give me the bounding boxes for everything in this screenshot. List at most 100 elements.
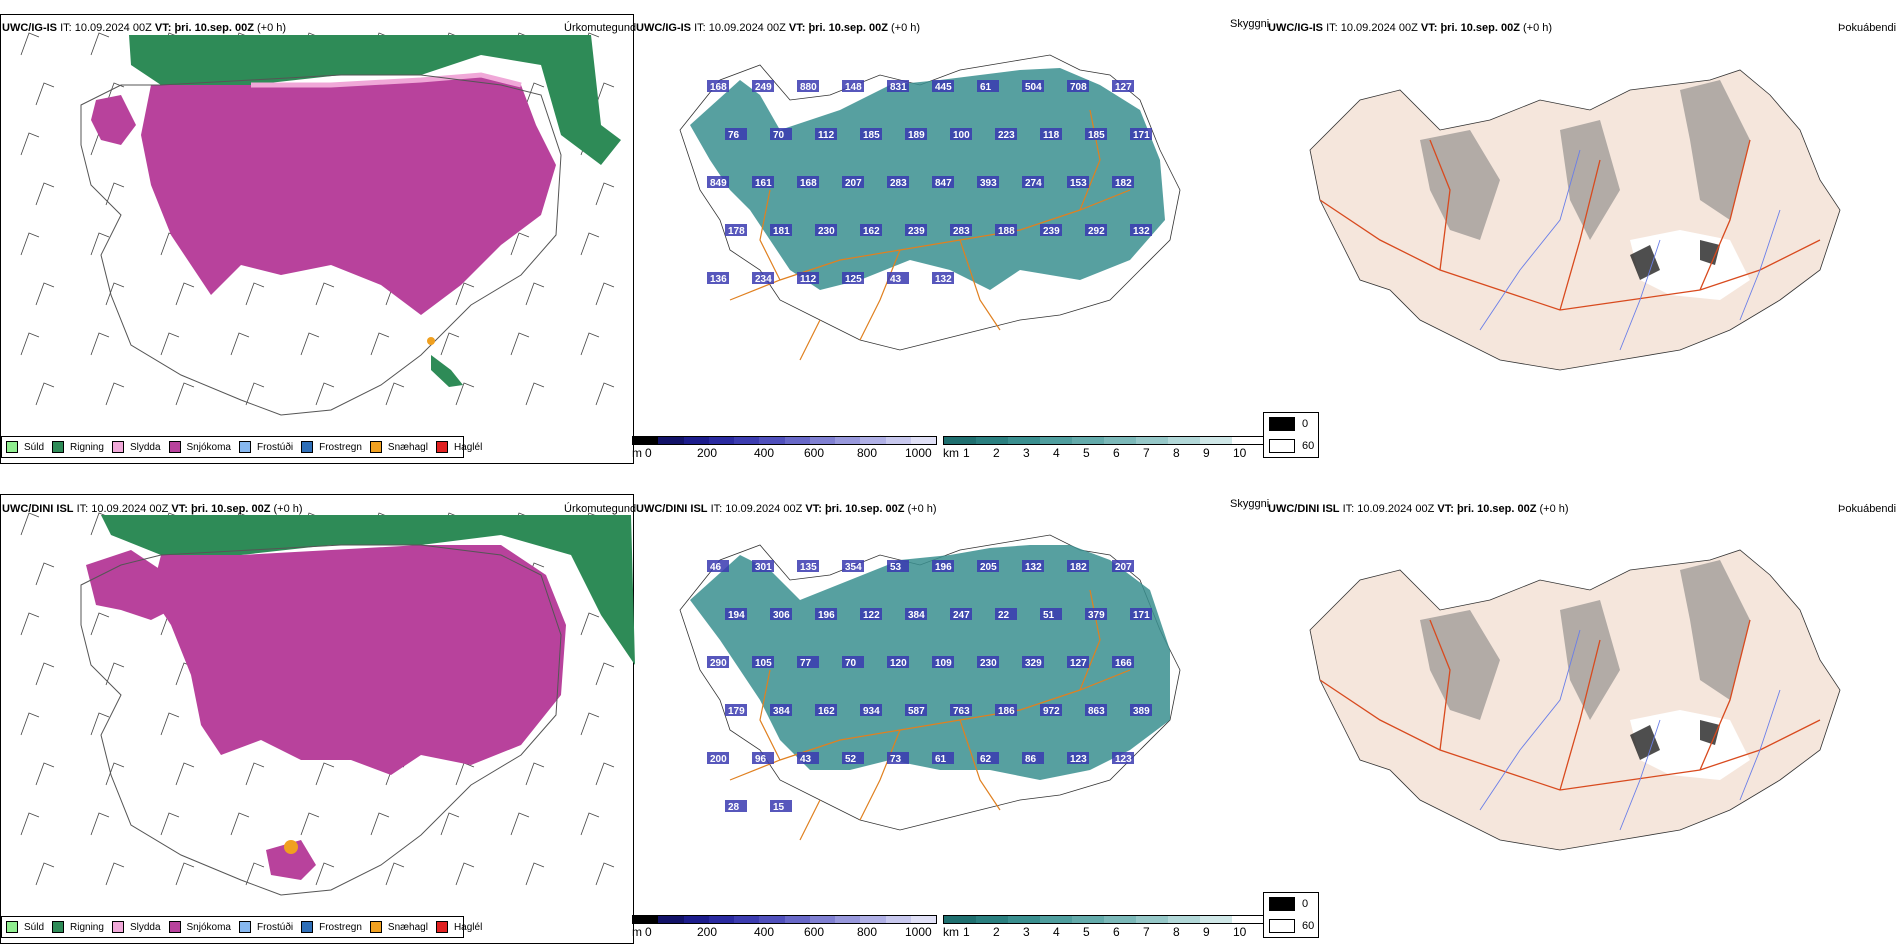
cloud-label-bg	[995, 704, 1017, 716]
fog-gray-2	[1420, 560, 1750, 720]
wind-barb	[595, 182, 615, 206]
cloud-label-bg	[1130, 608, 1152, 620]
fog-rivers-1	[1479, 149, 1781, 351]
cloud-base-label: 73	[890, 754, 902, 765]
legend-item: Frostregn	[301, 921, 362, 933]
cloud-base-label: 234	[755, 274, 772, 285]
precip-title-2: UWC/DINI ISL IT: 10.09.2024 00Z VT: þri.…	[2, 503, 303, 515]
legend-swatch	[238, 921, 251, 933]
cloud-label-bg	[1040, 128, 1062, 140]
snow-area-2c	[266, 840, 316, 880]
legend-item: Snjókoma	[168, 441, 231, 453]
cloud-label-bg	[887, 752, 909, 764]
wind-barb	[440, 332, 460, 356]
cbar-tick: 600	[804, 925, 825, 939]
cloud-base-label: 504	[1025, 82, 1042, 93]
cloud-label-bg	[932, 560, 954, 572]
cloud-label-bg	[725, 704, 747, 716]
cloud-base-label: 207	[1115, 562, 1132, 573]
legend-label: Haglél	[453, 921, 483, 933]
legend-swatch	[111, 921, 124, 933]
wind-barb	[35, 762, 55, 786]
cbar-tick: 7	[1143, 446, 1150, 460]
cloud-label-bg	[1040, 608, 1062, 620]
iceland-outline-1	[80, 74, 562, 416]
cbar-cell	[1232, 916, 1264, 923]
wind-barb	[105, 862, 125, 886]
visibility-strip-1	[943, 436, 1265, 445]
cbar-cell	[1008, 437, 1040, 444]
cloud-label-bg	[1040, 704, 1062, 716]
cloud-label-bg	[752, 560, 774, 572]
cloud-base-label: 274	[1025, 178, 1042, 189]
legend-swatch	[301, 441, 314, 453]
cloud-label-bg	[905, 128, 927, 140]
legend-label: Frostregn	[319, 441, 362, 453]
wind-barb	[20, 332, 40, 356]
wind-barb	[20, 232, 40, 256]
cloud-base-label: 831	[890, 82, 907, 93]
cbar-cell	[658, 916, 684, 923]
wind-barb	[370, 812, 390, 836]
wind-barb	[595, 662, 615, 686]
cbar-tick: 200	[697, 925, 718, 939]
cloud-label-bg	[1022, 560, 1044, 572]
cloud-base-label: 290	[710, 658, 727, 669]
wind-barb	[105, 282, 125, 306]
cloud-base-label: 708	[1070, 82, 1087, 93]
legend-label: Slydda	[129, 441, 161, 453]
legend-label: Snjókoma	[186, 441, 231, 453]
iceland-outline-2	[80, 544, 562, 896]
cbar-tick: 10	[1233, 925, 1247, 939]
cbar-cell	[1072, 437, 1104, 444]
precip-map-1	[20, 32, 621, 416]
sleet-edge-1	[251, 72, 522, 88]
cbar-cell	[1104, 916, 1136, 923]
cloud-base-label: 389	[1133, 706, 1150, 717]
cbar-tick: 2	[993, 925, 1000, 939]
cloud-label-bg	[977, 560, 999, 572]
cloud-base-label: 763	[953, 706, 970, 717]
legend-label: Snæhagl	[387, 441, 428, 453]
precip-panel-name-2: Úrkomutegund	[564, 503, 637, 515]
cbar-tick: 7	[1143, 925, 1150, 939]
wind-barb	[525, 762, 545, 786]
fog-roads-1	[1319, 139, 1821, 311]
cbar-cell	[1168, 437, 1200, 444]
wind-barb	[385, 862, 405, 886]
wind-barb	[580, 612, 600, 636]
cloud-base-label: 62	[980, 754, 992, 765]
cbar-tick: 6	[1113, 446, 1120, 460]
cloud-base-label: 76	[728, 130, 740, 141]
legend-label: Súld	[24, 921, 45, 933]
cloud-label-bg	[1085, 224, 1107, 236]
cloud-base-label: 53	[890, 562, 902, 573]
cloud-label-bg	[887, 176, 909, 188]
fog-title-1: UWC/IG-IS IT: 10.09.2024 00Z VT: þri. 10…	[1268, 22, 1553, 34]
cloud-label-bg	[860, 224, 882, 236]
legend-label: Haglél	[453, 441, 483, 453]
cloud-label-bg	[1112, 176, 1134, 188]
wind-barb	[35, 382, 55, 406]
cloud-base-label: 292	[1088, 226, 1105, 237]
legend-item: Súld	[6, 441, 44, 453]
wind-barb	[105, 662, 125, 686]
fog-panel-name-2: Þokuábendi	[1838, 503, 1897, 515]
wind-barb	[245, 862, 265, 886]
cloud-panel-name-1: Skyggni	[1230, 18, 1270, 30]
legend-swatch	[6, 441, 18, 453]
cloud-base-label: 239	[908, 226, 925, 237]
legend-item: Frostúði	[238, 921, 293, 933]
wind-barb	[440, 812, 460, 836]
cloud-base-label: 188	[998, 226, 1015, 237]
cloud-base-label: 153	[1070, 178, 1087, 189]
cloud-base-label: 249	[755, 82, 772, 93]
wind-barb	[370, 332, 390, 356]
cloud-label-bg	[842, 176, 864, 188]
cloud-base-label: 247	[953, 610, 970, 621]
cbar-cell	[835, 437, 861, 444]
cloud-label-bg	[752, 656, 774, 668]
cloud-label-bg	[1067, 176, 1089, 188]
legend-item: Haglél	[435, 441, 483, 453]
cloud-base-label: 283	[890, 178, 907, 189]
